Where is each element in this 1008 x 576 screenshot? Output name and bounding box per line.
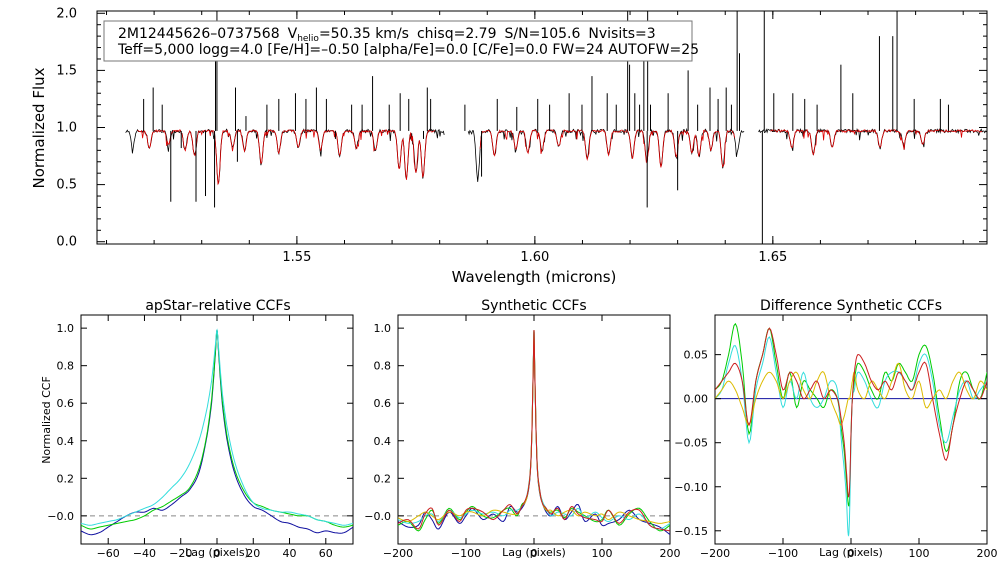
difference-ccf-lines [715,322,987,537]
annotation-box [103,20,693,62]
ccf-series-visit-4 [715,327,987,498]
ccf-series-visit-4 [398,329,670,524]
ccf-series-visit-1 [398,329,670,535]
synthetic-x-axis-label: Lag (pixels) [502,546,566,559]
x-tick-label: −40 [133,547,156,560]
x-tick-label: 200 [660,547,681,560]
x-tick-label: 20 [246,547,260,560]
ccf-panel-apstar: apStar–relative CCFs −60 −40 −20 0 20 40 60 −0.… [40,298,354,560]
annotation-chisq: chisq=2.79 [417,26,497,42]
x-tick-label: 0 [214,547,221,560]
ccf-clipped-group [398,329,670,535]
x-tick-label: 40 [283,547,297,560]
y-tick-label: 0.6 [57,397,75,410]
ccf-series-visit-5 [398,329,670,532]
apstar-plot-frame [80,314,354,545]
x-tick-label: 1.65 [758,250,787,265]
y-tick-label: 0.5 [56,178,77,193]
spectrum-series-model-chip-1 [137,128,436,186]
spectrum-y-axis-label: Normalized Flux [30,67,48,188]
annotation-snr: S/N=105.6 [505,26,581,42]
annotation-nvisits: Nvisits=3 [588,26,655,42]
y-tick-label: 0.0 [56,235,77,250]
x-tick-label: −100 [451,547,481,560]
annotation-vhelio-prefix: V [288,26,298,42]
y-tick-label: −0.0 [364,510,391,523]
y-tick-label: 0.2 [57,472,75,485]
x-tick-label: 60 [319,547,333,560]
y-tick-label: 0.2 [374,472,392,485]
x-tick-label: 100 [592,547,613,560]
ccf-series-visit-1 [81,329,353,536]
annotation-line-2: Teff=5,000 logg=4.0 [Fe/H]=–0.50 [alpha/… [117,42,699,58]
y-tick-label: 0.00 [684,393,709,406]
apstar-y-axis-label: Normalized CCF [40,376,53,464]
x-tick-label: −100 [768,547,798,560]
y-tick-label: 0.6 [374,397,392,410]
ccf-panel-synthetic: Synthetic CCFs −200 −100 0 100 200 −0.0 0.2 0.4… [364,298,680,560]
x-tick-label: 100 [909,547,930,560]
y-tick-label: 0.8 [57,360,75,373]
ccf-series-visit-3 [398,329,670,530]
y-tick-label: −0.10 [674,481,708,494]
ccf-series-visit-2 [81,329,353,530]
y-tick-label: −0.15 [674,525,708,538]
spectrum-lines [125,11,987,244]
x-tick-label: −20 [169,547,192,560]
difference-ccf-axes: −200 −100 0 100 200 −0.15 −0.10 −0.05 0.00 0.05 [674,315,998,560]
x-tick-label: 0 [848,547,855,560]
apstar-ccf-axes: −60 −40 −20 0 20 40 60 −0.0 0.2 0.4 0.6 0.8 1.0 [47,315,353,560]
y-tick-label: 1.0 [57,322,75,335]
annotation-line-1: 2M12445626–0737568 Vhelio=50.35 km/s chisq… [118,26,656,44]
apstar-x-axis-label: Lag (pixels) [185,546,249,559]
spectrum-x-axis-label: Wavelength (microns) [452,268,617,286]
x-tick-label: −200 [700,547,730,560]
synthetic-ccf-lines [398,329,670,535]
y-tick-label: 1.0 [56,121,77,136]
annotation-star-id: 2M12445626–0737568 [118,26,280,42]
synthetic-ccf-axes: −200 −100 0 100 200 −0.0 0.2 0.4 0.6 0.8 1.0 [364,315,681,560]
annotation-vhelio-sub: helio [297,34,319,44]
y-tick-label: −0.0 [47,510,74,523]
y-tick-label: 0.4 [57,435,75,448]
spectrum-series-model-chip-2 [479,129,735,168]
x-tick-label: 200 [977,547,998,560]
x-tick-label: 0 [531,547,538,560]
y-tick-label: 0.05 [684,349,709,362]
ccf-clipped-group [81,328,353,536]
ccf-series-visit-3 [715,362,987,426]
ccf-clipped-group [715,322,987,537]
x-tick-label: 1.60 [520,250,549,265]
y-tick-label: 0.8 [374,360,392,373]
x-tick-label: −200 [383,547,413,560]
x-tick-label: −60 [97,547,120,560]
apstar-ccf-title: apStar–relative CCFs [145,298,290,314]
y-tick-label: 2.0 [56,6,77,21]
spectrum-series-model-chip-3 [770,128,983,156]
y-tick-label: 0.4 [374,435,392,448]
ccf-series-visit-2 [398,329,670,532]
ccf-series-visit-3 [81,328,353,526]
y-tick-label: −0.05 [674,437,708,450]
y-tick-label: 1.0 [374,322,392,335]
spectrum-clipped-group [125,11,987,244]
spectrum-panel: 1.55 1.60 1.65 0.0 0.5 1.0 1.5 2.0 Wavelength (… [30,6,988,286]
difference-ccf-title: Difference Synthetic CCFs [760,298,942,314]
spectrum-series-observed-chip-1 [125,128,445,185]
ccf-panel-difference: Difference Synthetic CCFs −200 −100 0 100 20… [674,298,997,560]
x-tick-label: 1.55 [282,250,311,265]
apstar-ccf-lines [81,328,353,536]
ccf-series-visit-1 [715,322,987,507]
difference-x-axis-label: Lag (pixels) [819,546,883,559]
y-tick-label: 1.5 [56,63,77,78]
synthetic-ccf-title: Synthetic CCFs [481,298,586,314]
annotation-vhelio-value: =50.35 km/s [319,26,409,42]
spectrum-axes: 1.55 1.60 1.65 0.0 0.5 1.0 1.5 2.0 [56,6,987,265]
